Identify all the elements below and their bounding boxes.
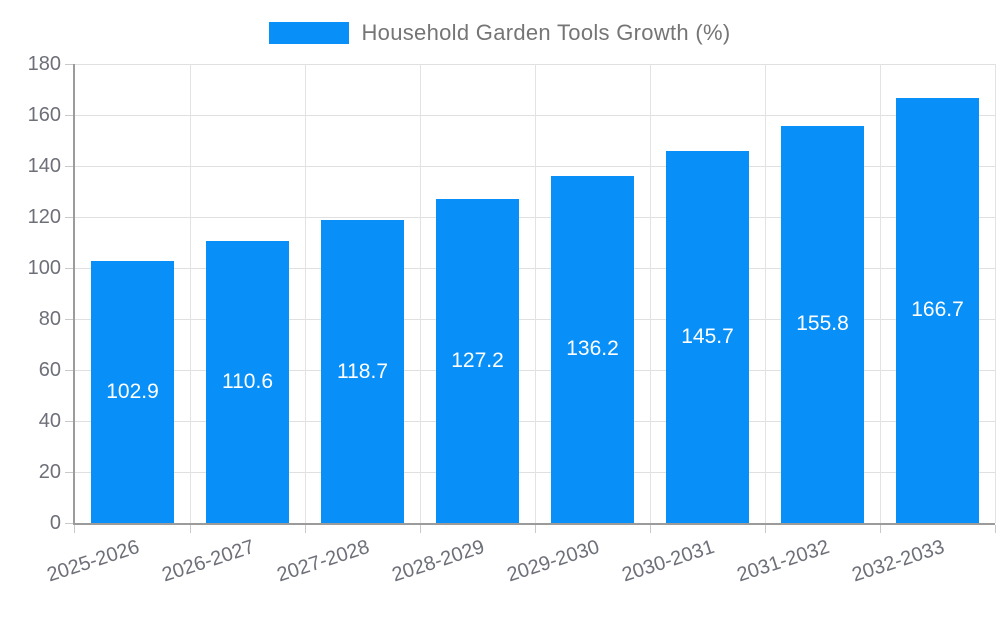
x-axis-tick bbox=[534, 525, 536, 533]
y-axis-tick-label: 140 bbox=[27, 155, 61, 177]
bar-chart: Household Garden Tools Growth (%) 102.9 1… bbox=[0, 18, 1000, 586]
bar-value-label: 110.6 bbox=[222, 369, 273, 393]
x-axis-category-label: 2031-2032 bbox=[733, 535, 832, 587]
y-axis-tick bbox=[65, 318, 73, 320]
y-axis-tick bbox=[65, 420, 73, 422]
x-axis-tick bbox=[304, 525, 306, 533]
bar[interactable]: 166.7 bbox=[896, 97, 979, 523]
x-axis-category-label: 2030-2031 bbox=[618, 535, 717, 587]
y-axis-tick-label: 160 bbox=[27, 104, 61, 126]
y-axis-tick bbox=[65, 63, 73, 65]
bar-value-label: 102.9 bbox=[106, 379, 159, 403]
bar-value-label: 127.2 bbox=[451, 348, 504, 372]
y-axis-tick bbox=[65, 114, 73, 116]
y-axis-tick-label: 80 bbox=[38, 308, 61, 330]
bar[interactable]: 102.9 bbox=[91, 260, 174, 523]
legend-swatch-icon bbox=[269, 22, 350, 44]
y-axis-tick-label: 60 bbox=[38, 359, 61, 381]
y-axis-tick bbox=[65, 522, 73, 524]
bar[interactable]: 136.2 bbox=[551, 175, 634, 523]
bar[interactable]: 155.8 bbox=[781, 125, 864, 523]
y-axis-tick bbox=[65, 267, 73, 269]
bar[interactable]: 127.2 bbox=[436, 198, 519, 523]
x-axis-tick bbox=[649, 525, 651, 533]
x-axis-category-label: 2028-2029 bbox=[388, 535, 487, 587]
y-axis-tick-label: 40 bbox=[38, 410, 61, 432]
x-axis-category-label: 2029-2030 bbox=[503, 535, 602, 587]
bar-value-label: 145.7 bbox=[681, 325, 734, 349]
x-axis-tick bbox=[764, 525, 766, 533]
x-axis-category-label: 2026-2027 bbox=[158, 535, 257, 587]
gridline-vertical bbox=[994, 64, 996, 523]
x-axis-category-label: 2032-2033 bbox=[848, 535, 947, 587]
legend[interactable]: Household Garden Tools Growth (%) bbox=[0, 18, 1000, 48]
gridline-vertical bbox=[764, 64, 766, 523]
gridline-vertical bbox=[304, 64, 306, 523]
x-axis-tick bbox=[189, 525, 191, 533]
gridline-vertical bbox=[534, 64, 536, 523]
gridline-vertical bbox=[189, 64, 191, 523]
y-axis-tick bbox=[65, 216, 73, 218]
y-axis-tick bbox=[65, 471, 73, 473]
bar[interactable]: 145.7 bbox=[666, 151, 749, 523]
bar[interactable]: 110.6 bbox=[206, 240, 289, 523]
x-axis-tick bbox=[419, 525, 421, 533]
x-axis-category-label: 2027-2028 bbox=[273, 535, 372, 587]
bar[interactable]: 118.7 bbox=[321, 220, 404, 523]
gridline-vertical bbox=[879, 64, 881, 523]
y-axis-tick-label: 120 bbox=[27, 206, 61, 228]
bar-value-label: 155.8 bbox=[796, 312, 849, 336]
y-axis-tick-label: 0 bbox=[49, 512, 61, 534]
y-axis-tick-label: 20 bbox=[38, 461, 61, 483]
x-axis-tick bbox=[994, 525, 996, 533]
gridline-vertical bbox=[419, 64, 421, 523]
y-axis-tick-label: 100 bbox=[27, 257, 61, 279]
y-axis-tick-label: 180 bbox=[27, 53, 61, 75]
x-axis-tick bbox=[73, 525, 75, 533]
plot-area: 102.9 110.6 118.7 127.2 136.2 145.7 155.8 166.7 bbox=[65, 63, 996, 533]
y-axis-tick bbox=[65, 369, 73, 371]
bar-value-label: 118.7 bbox=[337, 359, 388, 383]
x-axis-tick bbox=[879, 525, 881, 533]
bar-value-label: 166.7 bbox=[911, 298, 964, 322]
bar-value-label: 136.2 bbox=[566, 337, 619, 361]
legend-label: Household Garden Tools Growth (%) bbox=[361, 20, 731, 45]
gridline-vertical bbox=[649, 64, 651, 523]
y-axis-tick bbox=[65, 165, 73, 167]
